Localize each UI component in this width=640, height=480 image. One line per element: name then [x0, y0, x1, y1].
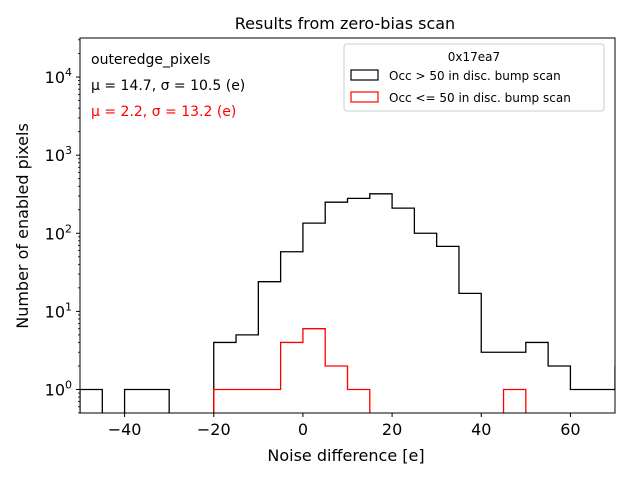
plot-area — [79, 37, 616, 414]
x-tick-label: 0 — [298, 420, 308, 439]
x-tick-label: 60 — [560, 420, 580, 439]
legend-swatch-black — [350, 69, 379, 81]
annotation-stats-black: μ = 14.7, σ = 10.5 (e) — [91, 78, 245, 94]
legend: 0x17ea7 Occ > 50 in disc. bump scan Occ … — [343, 43, 605, 112]
series-0-step-line — [80, 193, 615, 413]
annotation-name: outeredge_pixels — [91, 52, 210, 68]
series-1-step-line — [213, 328, 527, 413]
x-axis-ticks: −40 −20 0 20 40 60 — [108, 413, 581, 439]
stats-annotation: outeredge_pixels μ = 14.7, σ = 10.5 (e) … — [91, 52, 245, 120]
y-axis-label: Number of enabled pixels — [13, 123, 32, 329]
y-tick-label: 102 — [45, 222, 72, 243]
x-axis-label: Noise difference [e] — [267, 446, 424, 465]
y-tick-label: 100 — [45, 378, 72, 399]
annotation-stats-red: μ = 2.2, σ = 13.2 (e) — [91, 104, 236, 120]
x-tick-label: 40 — [471, 420, 491, 439]
legend-label-red: Occ <= 50 in disc. bump scan — [389, 91, 571, 105]
y-tick-label: 104 — [45, 66, 72, 87]
y-tick-label: 103 — [45, 144, 72, 165]
x-tick-label: −40 — [108, 420, 142, 439]
y-tick-label: 101 — [45, 300, 72, 321]
x-tick-label: 20 — [382, 420, 402, 439]
legend-title: 0x17ea7 — [448, 50, 500, 64]
y-axis-ticks: 100 101 102 103 104 — [45, 39, 80, 414]
legend-box — [343, 43, 605, 112]
x-tick-label: −20 — [197, 420, 231, 439]
series-layer — [80, 193, 615, 413]
axes-frame — [79, 37, 616, 414]
chart-title: Results from zero-bias scan — [235, 14, 455, 33]
legend-label-black: Occ > 50 in disc. bump scan — [389, 69, 561, 83]
legend-swatch-red — [350, 91, 379, 103]
